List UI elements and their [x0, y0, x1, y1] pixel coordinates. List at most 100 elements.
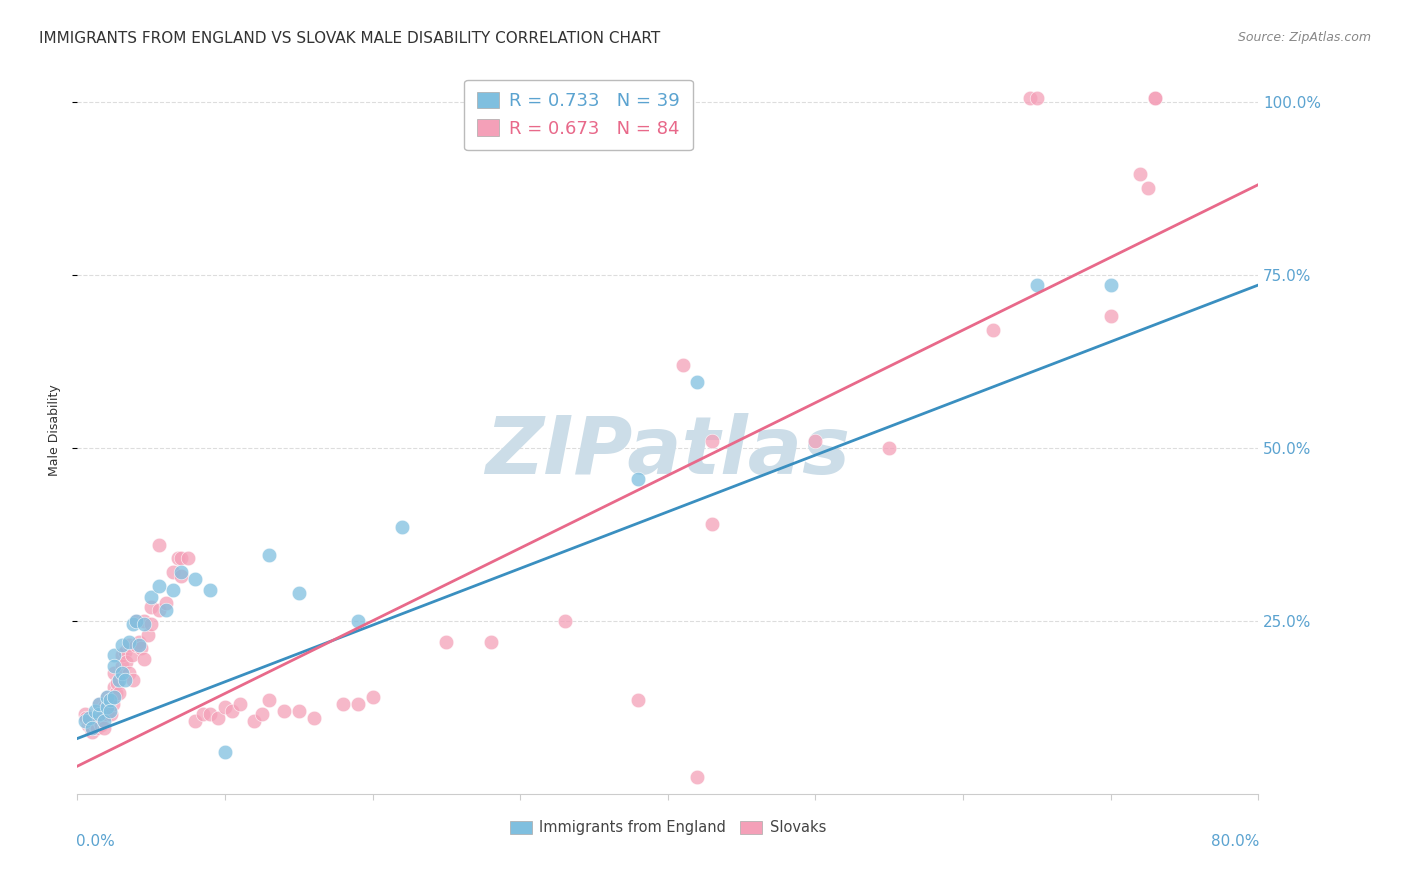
- Point: [103, 690, 125, 704]
- Point: [155, 597, 177, 611]
- Point: [273, 704, 295, 718]
- Point: [118, 665, 141, 680]
- Legend: Immigrants from England, Slovaks: Immigrants from England, Slovaks: [503, 814, 832, 841]
- Point: [288, 586, 311, 600]
- Point: [128, 638, 150, 652]
- Point: [79, 721, 101, 735]
- Point: [346, 614, 368, 628]
- Point: [96, 690, 118, 704]
- Point: [100, 707, 122, 722]
- Point: [162, 566, 184, 580]
- Text: ZIPatlas: ZIPatlas: [485, 413, 851, 491]
- Text: IMMIGRANTS FROM ENGLAND VS SLOVAK MALE DISABILITY CORRELATION CHART: IMMIGRANTS FROM ENGLAND VS SLOVAK MALE D…: [39, 31, 661, 46]
- Point: [214, 700, 236, 714]
- Point: [132, 617, 155, 632]
- Point: [332, 697, 354, 711]
- Point: [107, 686, 129, 700]
- Point: [103, 665, 125, 680]
- Point: [479, 634, 502, 648]
- Point: [118, 634, 141, 648]
- Point: [879, 441, 901, 455]
- Point: [436, 634, 458, 648]
- Point: [104, 686, 127, 700]
- Point: [259, 693, 281, 707]
- Point: [111, 665, 132, 680]
- Point: [170, 566, 193, 580]
- Point: [221, 704, 243, 718]
- Point: [686, 375, 709, 389]
- Point: [207, 711, 229, 725]
- Point: [93, 700, 115, 714]
- Point: [141, 599, 163, 614]
- Point: [98, 693, 121, 707]
- Point: [177, 551, 200, 566]
- Point: [391, 520, 413, 534]
- Point: [702, 434, 724, 448]
- Point: [148, 603, 170, 617]
- Point: [804, 434, 827, 448]
- Point: [84, 704, 107, 718]
- Point: [1136, 181, 1159, 195]
- Point: [141, 590, 163, 604]
- Point: [73, 714, 96, 728]
- Point: [98, 704, 121, 718]
- Point: [346, 697, 368, 711]
- Point: [136, 627, 159, 641]
- Point: [86, 721, 108, 735]
- Point: [89, 707, 111, 722]
- Point: [101, 697, 124, 711]
- Point: [554, 614, 576, 628]
- Point: [96, 700, 118, 714]
- Point: [672, 358, 695, 372]
- Point: [114, 673, 136, 687]
- Point: [103, 648, 125, 663]
- Point: [93, 714, 115, 728]
- Point: [259, 548, 281, 562]
- Point: [302, 711, 325, 725]
- Point: [122, 617, 145, 632]
- Point: [148, 579, 170, 593]
- Point: [148, 538, 170, 552]
- Point: [107, 673, 129, 687]
- Point: [627, 693, 650, 707]
- Point: [76, 717, 98, 731]
- Point: [98, 693, 121, 707]
- Point: [1129, 167, 1152, 181]
- Point: [200, 707, 222, 722]
- Point: [228, 697, 252, 711]
- Point: [170, 551, 193, 566]
- Point: [214, 745, 236, 759]
- Point: [184, 714, 207, 728]
- Point: [105, 676, 128, 690]
- Point: [73, 707, 96, 722]
- Point: [132, 614, 155, 628]
- Point: [103, 680, 125, 694]
- Point: [122, 673, 145, 687]
- Point: [89, 697, 111, 711]
- Point: [1026, 278, 1049, 293]
- Point: [121, 648, 143, 663]
- Point: [96, 707, 118, 722]
- Point: [1144, 91, 1167, 105]
- Point: [166, 551, 188, 566]
- Point: [93, 721, 115, 735]
- Point: [141, 617, 163, 632]
- Point: [125, 638, 148, 652]
- Point: [129, 641, 152, 656]
- Point: [981, 323, 1004, 337]
- Point: [184, 572, 207, 586]
- Point: [90, 717, 112, 731]
- Point: [91, 711, 114, 725]
- Point: [1099, 278, 1122, 293]
- Point: [77, 711, 100, 725]
- Text: Source: ZipAtlas.com: Source: ZipAtlas.com: [1237, 31, 1371, 45]
- Point: [111, 638, 132, 652]
- Y-axis label: Male Disability: Male Disability: [48, 384, 60, 476]
- Point: [75, 711, 97, 725]
- Point: [111, 648, 132, 663]
- Point: [155, 603, 177, 617]
- Point: [118, 638, 141, 652]
- Point: [103, 658, 125, 673]
- Point: [96, 690, 118, 704]
- Point: [125, 614, 148, 628]
